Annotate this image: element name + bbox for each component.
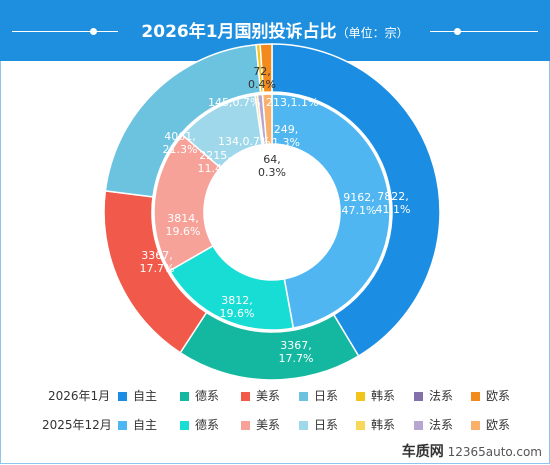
chart-title: 2026年1月国别投诉占比（单位：宗）	[0, 17, 550, 42]
label-inner-日系: 2215, 11.4%	[198, 149, 233, 175]
label-inner-欧系: 249, 1.3%	[272, 123, 300, 149]
legend-swatch	[180, 421, 189, 430]
legend-label: 美系	[256, 418, 281, 432]
legend-label: 法系	[429, 418, 454, 432]
inner-slice-欧系	[261, 93, 273, 146]
legend-label: 韩系	[371, 418, 396, 432]
outer-ring	[103, 43, 441, 381]
legend-swatch	[118, 421, 127, 430]
chart-unit: （单位：宗）	[336, 26, 409, 40]
legend-item-法系: 法系	[414, 387, 453, 404]
legend-label: 法系	[429, 389, 454, 403]
legend-swatch	[241, 392, 250, 401]
legend-swatch	[356, 421, 365, 430]
legend-item-法系: 法系	[414, 416, 453, 433]
data-labels: 7822, 41.1% 3367, 17.7% 3367, 17.7% 4061, 21.3%…	[140, 65, 411, 365]
legend-swatch	[299, 421, 308, 430]
legend-label: 欧系	[486, 389, 511, 403]
legend-item-自主: 自主	[118, 416, 157, 433]
label-outer-欧系: 213,1.1%	[266, 96, 318, 109]
legend-row-outer: 2026年1月 自主 德系 美系 日系 韩系 法系 欧系	[0, 387, 550, 405]
legend-swatch	[471, 392, 480, 401]
legend-item-欧系: 欧系	[471, 416, 510, 433]
legend-item-德系: 德系	[180, 387, 219, 404]
legend-item-日系: 日系	[299, 387, 338, 404]
inner-slice-自主	[271, 93, 391, 329]
legend-label: 日系	[314, 389, 339, 403]
legend-item-自主: 自主	[118, 387, 157, 404]
legend-item-美系: 美系	[241, 416, 280, 433]
legend-label: 自主	[133, 418, 158, 432]
legend-swatch	[118, 392, 127, 401]
chart-title-text: 2026年1月国别投诉占比	[141, 22, 337, 42]
legend-swatch	[180, 392, 189, 401]
legend-swatch	[356, 392, 365, 401]
watermark-brand: 车质网	[401, 444, 444, 460]
legend-item-韩系: 韩系	[356, 387, 395, 404]
legend-swatch	[414, 421, 423, 430]
legend-swatch	[241, 421, 250, 430]
label-inner-韩系: 64, 0.3%	[258, 153, 286, 179]
legend-item-德系: 德系	[180, 416, 219, 433]
legend-swatch	[471, 421, 480, 430]
legend-item-欧系: 欧系	[471, 387, 510, 404]
title-line-left	[12, 31, 118, 32]
label-outer-自主: 7822, 41.1%	[376, 190, 411, 216]
outer-slice-自主	[271, 43, 441, 357]
label-extra: 145,0.7%	[208, 96, 260, 109]
inner-ring	[153, 93, 391, 331]
legend-label: 德系	[195, 389, 220, 403]
watermark-site: 12365auto.com	[447, 445, 542, 459]
label-outer-美系: 3367, 17.7%	[140, 249, 175, 275]
legend-swatch	[414, 392, 423, 401]
legend-period: 2025年12月	[42, 418, 112, 432]
title-line-right	[430, 31, 538, 32]
watermark: 车质网 12365auto.com	[402, 441, 542, 461]
legend-label: 自主	[133, 389, 158, 403]
title-dot-right	[454, 28, 461, 35]
legend-label: 日系	[314, 418, 339, 432]
legend-item-日系: 日系	[299, 416, 338, 433]
label-inner-自主: 9162, 47.1%	[342, 191, 377, 217]
legend-label: 德系	[195, 418, 220, 432]
legend-label: 美系	[256, 389, 281, 403]
legend-row-inner: 2025年12月 自主 德系 美系 日系 韩系 法系 欧系	[0, 416, 550, 434]
legend-label: 韩系	[371, 389, 396, 403]
label-inner-美系: 3814, 19.6%	[166, 212, 201, 238]
label-outer-韩系: 72, 0.4%	[248, 65, 276, 91]
label-inner-法系: 134,0.7%	[218, 135, 270, 148]
label-outer-日系: 4061, 21.3%	[163, 130, 198, 156]
legend-item-美系: 美系	[241, 387, 280, 404]
label-outer-德系: 3367, 17.7%	[279, 339, 314, 365]
legend-swatch	[299, 392, 308, 401]
outer-slice-欧系	[259, 43, 273, 94]
label-inner-德系: 3812, 19.6%	[220, 294, 255, 320]
title-dot-left	[90, 28, 97, 35]
legend-period: 2026年1月	[48, 389, 111, 403]
legend-item-韩系: 韩系	[356, 416, 395, 433]
legend-label: 欧系	[486, 418, 511, 432]
